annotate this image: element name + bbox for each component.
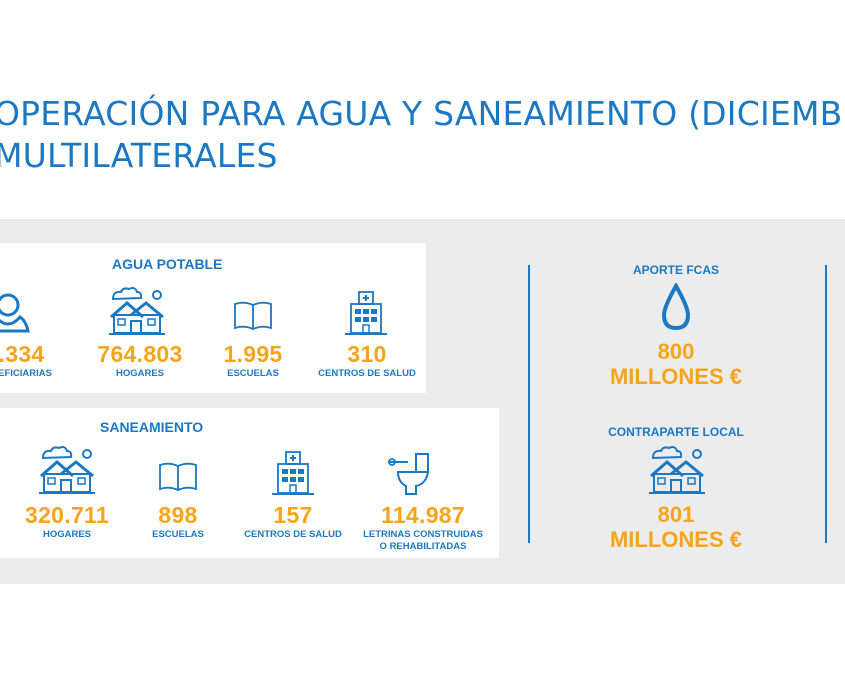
stat-label: CENTROS DE SALUD: [244, 529, 342, 540]
stat-centros-de-salud: 310 CENTROS DE SALUD: [311, 341, 423, 380]
contraparte-local-title: CONTRAPARTE LOCAL: [608, 425, 744, 439]
infographic-panel: AGUA POTABLE: [0, 219, 845, 584]
houses-icon: [649, 446, 705, 494]
stat-value: 764.803: [97, 341, 183, 367]
water-drop-icon: [661, 283, 691, 331]
stat-value: 1.995: [223, 341, 283, 367]
hospital-icon: [272, 451, 314, 495]
stat-beneficiarias: 5.334 BENEFICIARIAS: [0, 341, 70, 380]
stat-label: ESCUELAS: [152, 529, 204, 540]
stat-letrinas: 114.987 LETRINAS CONSTRUIDAS O REHABILIT…: [355, 502, 491, 553]
stat-escuelas: 1.995 ESCUELAS: [203, 341, 303, 380]
stat-label: HOGARES: [115, 368, 165, 379]
stat-label: CENTROS DE SALUD: [318, 368, 416, 379]
book-icon: [159, 462, 197, 491]
saneamiento-title: SANEAMIENTO: [100, 419, 204, 435]
aporte-fcas-title: APORTE FCAS: [632, 263, 719, 277]
stat-value: 157: [273, 502, 313, 528]
saneamiento-card: SANEAMIENTO: [0, 408, 499, 558]
stat-value: 310: [347, 341, 387, 367]
toilet-icon: [388, 453, 430, 495]
houses-icon: [109, 287, 165, 335]
aporte-fcas-value: 800: [657, 339, 695, 364]
aporte-fcas-unit: MILLONES €: [609, 364, 742, 389]
stat-centros-de-salud: 157 CENTROS DE SALUD: [237, 502, 349, 541]
agua-potable-card: AGUA POTABLE: [0, 243, 426, 393]
houses-icon: [39, 446, 95, 494]
divider-left: [528, 265, 530, 543]
page-title-line2: MULTILATERALES: [0, 136, 278, 175]
person-icon: [0, 293, 30, 333]
stat-value: 5.334: [0, 341, 45, 367]
stat-escuelas: 898 ESCUELAS: [128, 502, 228, 541]
stat-hogares: 764.803 HOGARES: [85, 341, 195, 380]
agua-potable-title: AGUA POTABLE: [112, 256, 223, 272]
stat-value: 320.711: [25, 502, 109, 528]
page-title-line1: OPERACIÓN PARA AGUA Y SANEAMIENTO (DICIE…: [0, 94, 845, 133]
book-icon: [234, 301, 272, 330]
stat-label-line2: O REHABILITADAS: [379, 541, 467, 552]
stat-value: 898: [158, 502, 198, 528]
stat-label: ESCUELAS: [227, 368, 279, 379]
stat-label: HOGARES: [42, 529, 92, 540]
stat-label: BENEFICIARIAS: [0, 368, 52, 379]
contraparte-local-unit: MILLONES €: [609, 527, 742, 552]
stat-value: 114.987: [381, 502, 465, 528]
divider-right: [825, 265, 827, 543]
stat-hogares: 320.711 HOGARES: [12, 502, 122, 541]
stat-label-line1: LETRINAS CONSTRUIDAS: [363, 529, 483, 540]
contraparte-local-value: 801: [657, 502, 695, 527]
hospital-icon: [345, 291, 387, 335]
